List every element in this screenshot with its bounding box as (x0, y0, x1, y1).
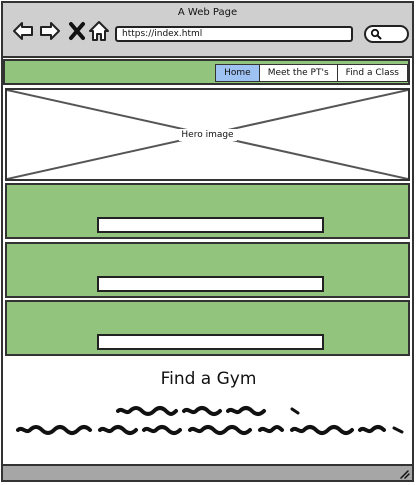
placeholder-text-line-1 (116, 406, 300, 416)
status-bar (3, 464, 412, 480)
close-icon[interactable] (66, 20, 88, 42)
nav-item-home[interactable]: Home (215, 64, 259, 82)
placeholder-text-line-2 (16, 425, 404, 435)
site-navbar: Home Meet the PT's Find a Class (3, 59, 410, 85)
forward-arrow-icon[interactable] (39, 20, 61, 42)
search-field[interactable] (364, 25, 409, 43)
band-input-1[interactable] (97, 217, 324, 233)
nav-menu: Home Meet the PT's Find a Class (215, 64, 408, 82)
hero-image: Hero image (5, 88, 410, 181)
content-band-3 (5, 300, 410, 356)
band-input-2[interactable] (97, 276, 324, 292)
nav-item-meet-the-pts[interactable]: Meet the PT's (258, 64, 337, 82)
back-arrow-icon[interactable] (12, 20, 34, 42)
section-heading: Find a Gym (160, 369, 257, 389)
home-icon[interactable] (88, 20, 110, 42)
band-input-3[interactable] (97, 334, 324, 350)
content-band-1 (5, 183, 410, 239)
content-band-2 (5, 242, 410, 298)
browser-chrome: A Web Page https://index.html (3, 3, 412, 58)
nav-item-find-a-class[interactable]: Find a Class (336, 64, 408, 82)
address-bar[interactable]: https://index.html (115, 26, 353, 42)
resize-grip-icon[interactable] (398, 469, 410, 479)
hero-image-label: Hero image (178, 128, 237, 141)
search-icon (370, 28, 382, 40)
window-title: A Web Page (177, 7, 238, 18)
